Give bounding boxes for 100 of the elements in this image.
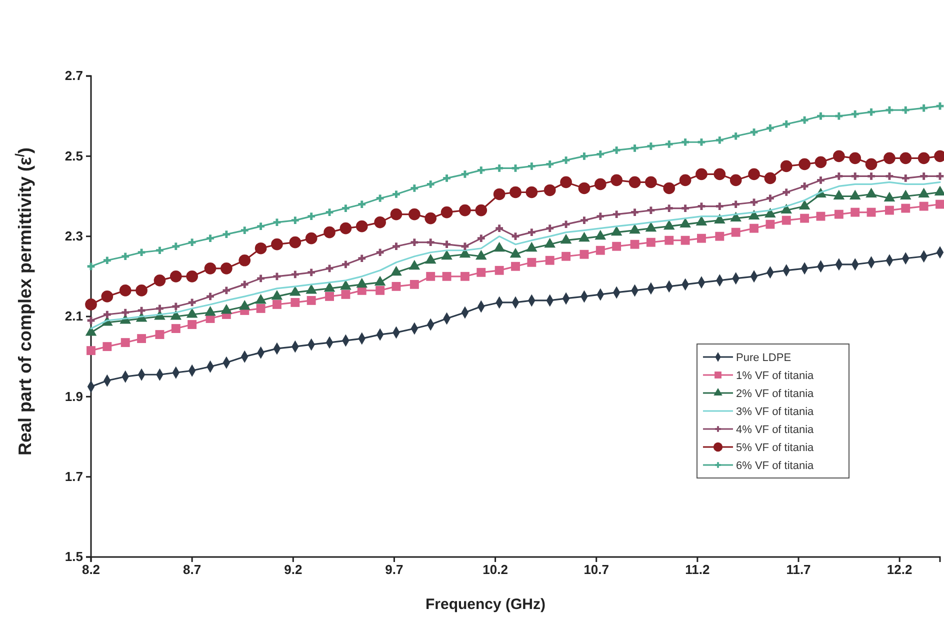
point [580, 250, 589, 259]
point [920, 172, 928, 180]
point [170, 270, 182, 282]
point [748, 168, 760, 180]
y-tick-label: 1.9 [64, 388, 83, 404]
point [730, 212, 742, 222]
point [172, 302, 180, 310]
point [512, 232, 520, 240]
point [596, 246, 605, 255]
point [610, 226, 622, 236]
point [732, 200, 740, 208]
point [612, 146, 620, 154]
point [291, 270, 299, 278]
point [85, 298, 97, 310]
legend-label: 6% VF of titania [736, 460, 815, 472]
point [884, 152, 896, 164]
point [647, 142, 655, 150]
point [682, 204, 689, 212]
point [376, 286, 385, 295]
point [512, 164, 520, 172]
point [596, 150, 604, 158]
point [646, 238, 656, 247]
point [764, 208, 776, 218]
point [800, 182, 808, 190]
point [750, 198, 758, 206]
point [645, 222, 657, 232]
point [798, 200, 810, 210]
point [325, 292, 334, 301]
point [545, 256, 554, 265]
point [493, 188, 506, 200]
point [273, 272, 281, 280]
point [936, 172, 944, 180]
point [86, 346, 96, 356]
point [560, 176, 572, 188]
point [240, 280, 248, 288]
point [920, 104, 928, 112]
point [494, 242, 505, 252]
y-tick-label: 1.7 [64, 468, 83, 484]
legend-label: 2% VF of titania [736, 388, 815, 400]
point [630, 240, 640, 249]
y-tick-label: 2.7 [64, 68, 83, 84]
point [206, 292, 214, 300]
point [680, 236, 690, 245]
point [868, 172, 875, 180]
point [714, 168, 726, 180]
point [290, 298, 300, 307]
point [610, 174, 622, 186]
point [594, 230, 606, 240]
point [528, 228, 536, 236]
point [424, 212, 437, 224]
point [682, 138, 689, 146]
point [629, 224, 640, 234]
point [664, 236, 674, 245]
point [782, 216, 791, 225]
point [272, 300, 282, 309]
point [900, 152, 912, 164]
point [528, 162, 536, 170]
point [560, 234, 572, 244]
point [800, 116, 808, 124]
point [324, 226, 336, 238]
x-tick-label: 11.2 [685, 562, 710, 578]
x-tick-label: 8.7 [183, 562, 202, 578]
point [390, 208, 402, 220]
point [833, 150, 845, 162]
legend-label: 1% VF of titania [736, 370, 815, 382]
point [886, 172, 894, 180]
point [103, 256, 111, 264]
point [459, 204, 471, 216]
point [544, 184, 556, 196]
point [766, 194, 774, 202]
point [732, 132, 740, 140]
point [356, 220, 368, 232]
point [306, 296, 316, 305]
point [460, 272, 470, 281]
point [172, 242, 180, 250]
legend-label: 4% VF of titania [736, 424, 815, 436]
point [426, 180, 434, 188]
point [426, 272, 436, 281]
point [511, 262, 520, 271]
point [680, 218, 691, 228]
point [697, 234, 706, 243]
point [87, 262, 95, 270]
point [562, 156, 570, 164]
point [835, 112, 843, 120]
point [494, 266, 504, 275]
point [222, 286, 230, 294]
point [645, 176, 657, 188]
point [526, 242, 538, 252]
point [220, 262, 232, 274]
point [546, 224, 554, 232]
point [424, 254, 436, 264]
point [496, 224, 504, 232]
point [868, 108, 875, 116]
point [849, 190, 861, 200]
point [443, 174, 450, 182]
point [782, 120, 790, 128]
point [188, 320, 197, 329]
point [188, 238, 196, 246]
point [308, 212, 316, 220]
point [122, 308, 130, 316]
